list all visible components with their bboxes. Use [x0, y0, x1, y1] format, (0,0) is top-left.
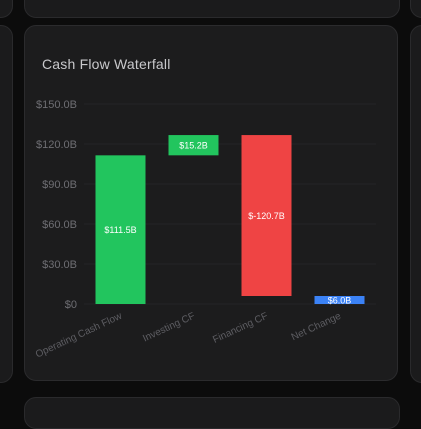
bar-investing-cf[interactable]: [168, 135, 219, 156]
y-tick-label: $90.0B: [42, 179, 77, 191]
cash-flow-waterfall-card: Cash Flow Waterfall: [24, 25, 398, 381]
bar-value-label: $15.2B: [179, 141, 208, 151]
neighbor-card-top: [24, 0, 400, 18]
y-tick-label: $60.0B: [42, 219, 77, 231]
bar-value-label: $6.0B: [328, 296, 352, 306]
bar-net-change[interactable]: [314, 296, 365, 304]
y-tick-label: $120.0B: [36, 139, 77, 151]
y-tick-label: $150.0B: [36, 99, 77, 111]
x-category-label: Operating Cash Flow: [34, 310, 124, 360]
waterfall-chart: $0 $30.0B $60.0B $90.0B $120.0B $150.0B Operat…: [33, 99, 365, 361]
bar-operating-cash-flow[interactable]: [95, 155, 146, 304]
x-category-label: Investing CF: [141, 311, 197, 345]
bar-financing-cf[interactable]: [241, 135, 292, 296]
x-category-label: Financing CF: [211, 311, 270, 346]
chart-title: Cash Flow Waterfall: [42, 56, 171, 72]
y-tick-label: $0: [65, 299, 77, 311]
x-category-label: Net Change: [290, 311, 343, 344]
bar-value-label: $111.5B: [104, 225, 136, 235]
y-tick-label: $30.0B: [42, 259, 77, 271]
bar-value-label: $-120.7B: [248, 211, 285, 221]
